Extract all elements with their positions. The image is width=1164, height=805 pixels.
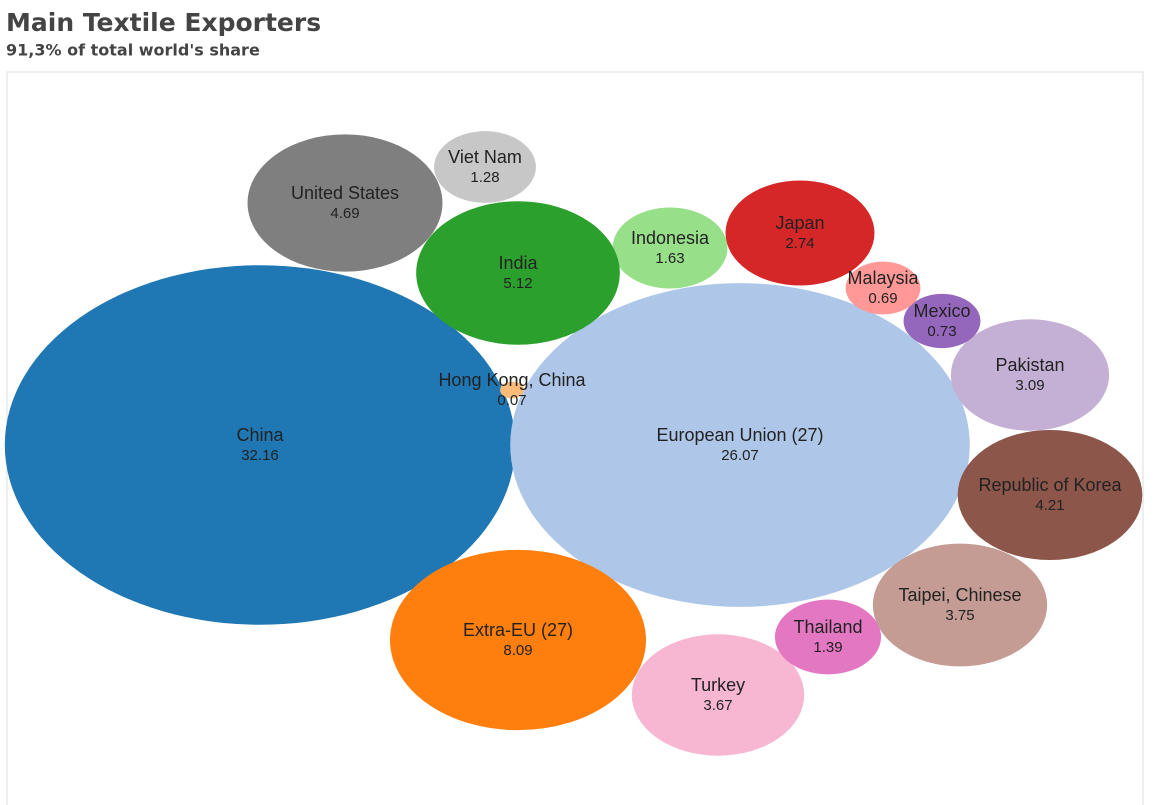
bubble: [500, 381, 524, 399]
bubble: [725, 180, 875, 286]
bubble-value: 2.74: [785, 235, 814, 252]
bubbles: [4, 131, 1143, 756]
bubble-label: Viet Nam: [448, 147, 522, 167]
bubble-label: China: [236, 425, 284, 445]
chart-subtitle: 91,3% of total world's share: [6, 41, 260, 60]
bubble: [903, 293, 981, 349]
bubble-label: Japan: [775, 213, 824, 233]
bubble: [612, 207, 728, 289]
bubble-value: 3.75: [945, 607, 974, 624]
bubble-value: 3.09: [1015, 377, 1044, 394]
bubble: [631, 634, 805, 756]
bubble-value: 4.69: [330, 205, 359, 222]
bubble-label: Extra-EU (27): [463, 620, 573, 640]
bubble: [247, 134, 443, 272]
bubble-label: Turkey: [691, 675, 745, 695]
bubble-label: Pakistan: [995, 355, 1064, 375]
bubble-value: 32.16: [241, 447, 279, 464]
bubble-label: United States: [291, 183, 399, 203]
bubble-value: 1.39: [813, 639, 842, 656]
bubble-value: 3.67: [703, 697, 732, 714]
bubble-value: 1.28: [470, 169, 499, 186]
bubble-value: 0.69: [868, 290, 897, 307]
bubble-label: Mexico: [913, 301, 970, 321]
bubble-label: Thailand: [793, 617, 862, 637]
bubble-value: 1.63: [655, 250, 684, 267]
bubble: [950, 319, 1110, 431]
bubble-label: European Union (27): [656, 425, 823, 445]
bubble: [872, 543, 1048, 667]
bubble-label: Malaysia: [847, 268, 919, 288]
bubble: [845, 261, 921, 315]
bubble: [434, 131, 536, 203]
bubble: [774, 599, 882, 675]
bubble-value: 0.07: [497, 392, 526, 409]
bubble: [4, 265, 516, 625]
bubble-label: Taipei, Chinese: [898, 585, 1021, 605]
bubble: [957, 429, 1143, 561]
bubble-label: Indonesia: [631, 228, 710, 248]
bubble-value: 5.12: [503, 275, 532, 292]
bubble: [390, 549, 646, 731]
bubble: [510, 283, 970, 607]
bubble-value: 26.07: [721, 447, 759, 464]
chart-title: Main Textile Exporters: [6, 8, 321, 37]
bubble-value: 4.21: [1035, 497, 1064, 514]
bubble-label: Hong Kong, China: [438, 370, 586, 390]
bubble-value: 8.09: [503, 642, 532, 659]
labels: China 32.16 European Union (27) 26.07 Hong K…: [236, 147, 1122, 714]
bubble: [416, 201, 620, 345]
bubble-label: India: [498, 253, 538, 273]
bubble-value: 0.73: [927, 323, 956, 340]
bubble-label: Republic of Korea: [978, 475, 1122, 495]
